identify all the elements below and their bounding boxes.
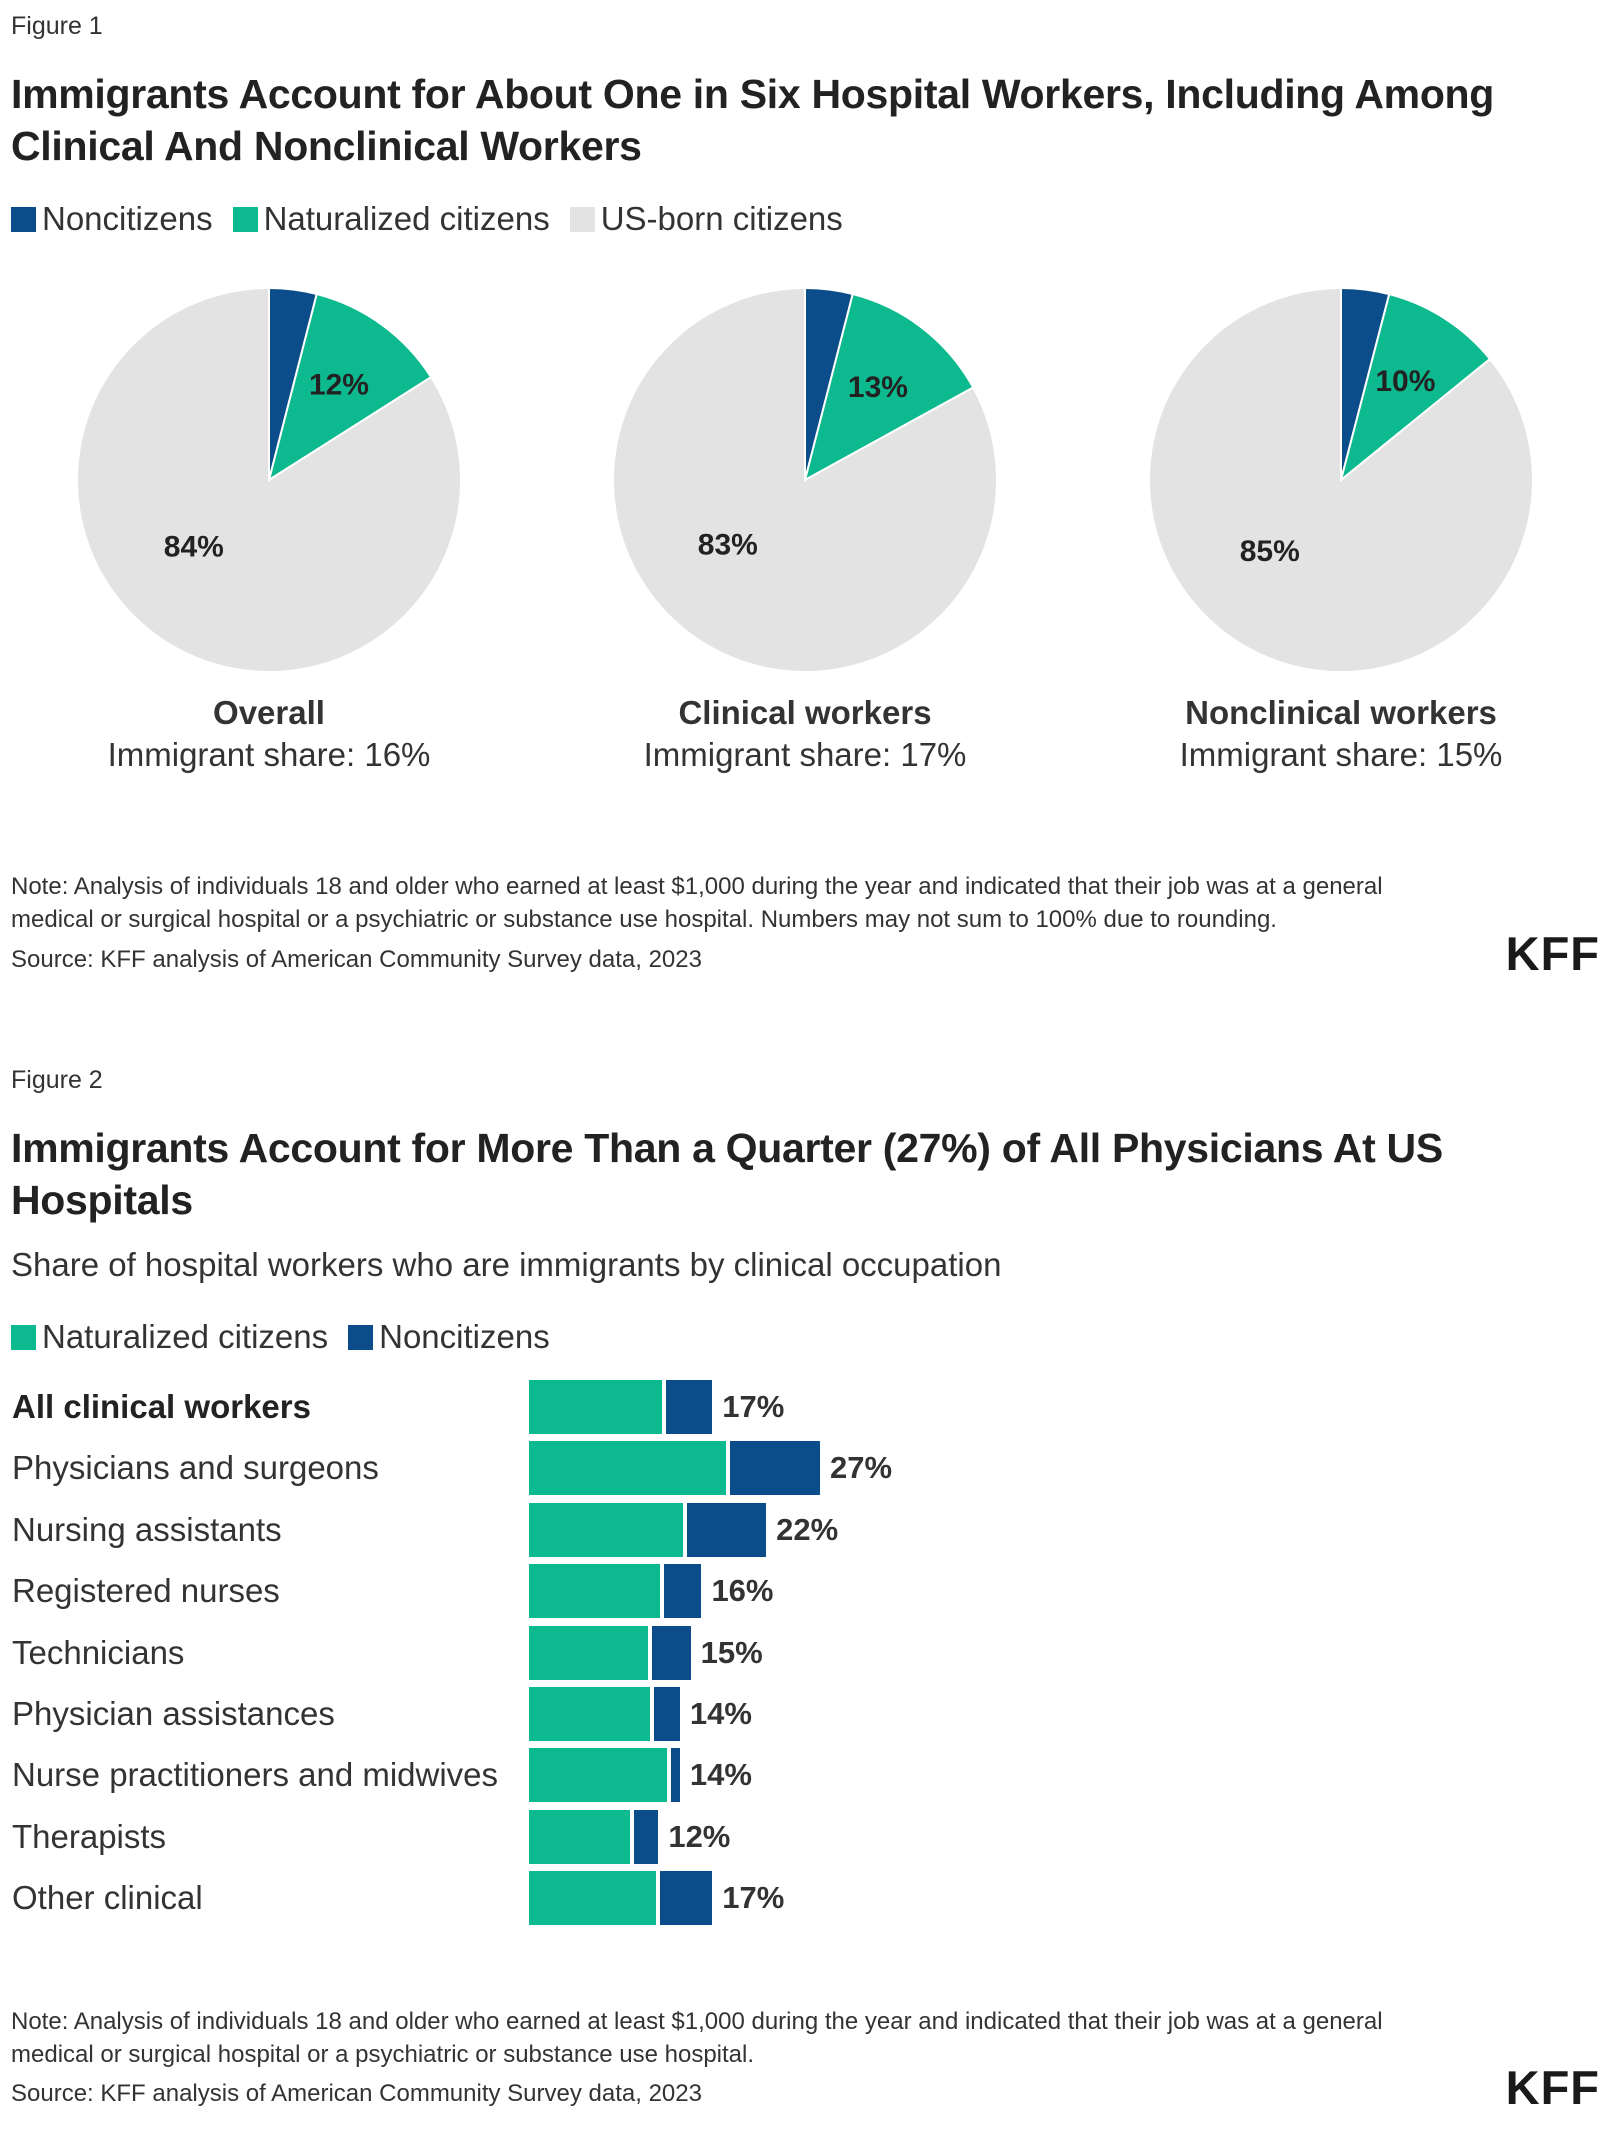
legend-label-us-born: US-born citizens: [600, 200, 843, 237]
pie-slice-naturalized: [267, 292, 433, 483]
legend-item-noncitizens: Noncitizens: [348, 1318, 550, 1356]
bar-total-label: 27%: [830, 1450, 893, 1486]
bar-segment-noncitizens: [660, 1871, 713, 1926]
bar-segment-naturalized: [529, 1564, 660, 1619]
legend-swatch-naturalized: [232, 206, 258, 232]
bar-segment-noncitizens: [651, 1625, 691, 1680]
bar-row: Registered nurses 16%: [0, 1564, 1620, 1619]
pie-data-label-naturalized: 13%: [848, 371, 908, 404]
bar-total-label: 12%: [668, 1818, 731, 1854]
bar-segment-naturalized: [529, 1625, 648, 1680]
bar-row: Nurse practitioners and midwives 14%: [0, 1748, 1620, 1803]
legend-swatch-naturalized: [11, 1324, 36, 1350]
legend-item-us-born: US-born citizens: [569, 200, 843, 238]
legend-label-naturalized: Naturalized citizens: [263, 200, 550, 237]
bar-segment-naturalized: [529, 1687, 650, 1741]
legend-item-noncitizens: Noncitizens: [11, 200, 213, 238]
figure-2-subtitle: Share of hospital workers who are immigr…: [11, 1246, 1002, 1283]
bar-segment-naturalized: [529, 1809, 631, 1864]
bar-category-label: Therapists: [12, 1817, 167, 1855]
legend-swatch-noncitizens: [348, 1324, 374, 1350]
figure-2-note: Note: Analysis of individuals 18 and old…: [11, 2008, 1383, 2068]
pie-slice-naturalized: [803, 292, 975, 482]
bar-total-label: 14%: [689, 1757, 752, 1793]
legend-swatch-noncitizens: [11, 206, 36, 232]
bar-segment-naturalized: [529, 1441, 727, 1496]
figure-1-source: Source: KFF analysis of American Communi…: [11, 946, 702, 973]
bar-segment-naturalized: [529, 1871, 657, 1926]
bar-category-label: Technicians: [12, 1633, 185, 1671]
bar-total-label: 17%: [722, 1880, 785, 1916]
bar-segment-naturalized: [529, 1380, 662, 1434]
bar-segment-noncitizens: [663, 1564, 702, 1619]
pie-slice-us-born: [1148, 286, 1534, 673]
bar-row: Nursing assistants 22%: [0, 1502, 1620, 1557]
pie-share-clinical: Immigrant share: 17%: [643, 736, 967, 773]
bar-category-label: Other clinical: [12, 1879, 203, 1917]
figure-2-label: Figure 2: [11, 1066, 103, 1094]
kff-logo: KFF: [1505, 927, 1600, 980]
pie-title-nonclinical: Nonclinical workers: [1185, 694, 1497, 731]
pie-charts: 12% 84% 13% 83% 10% 85%: [76, 286, 1534, 673]
pie-data-label-naturalized: 12%: [309, 369, 369, 402]
legend-swatch-us-born: [569, 206, 595, 232]
bar-segment-noncitizens: [730, 1441, 820, 1496]
bar-total-label: 16%: [711, 1573, 774, 1609]
bar-row: All clinical workers 17%: [0, 1380, 1620, 1434]
figure-1: Figure 1 Immigrants Account for About On…: [0, 0, 1620, 1000]
figure-2-source: Source: KFF analysis of American Communi…: [11, 2080, 702, 2107]
pie-data-label-us-born: 84%: [164, 531, 224, 564]
bar-total-label: 15%: [700, 1634, 763, 1670]
bar-row: Technicians 15%: [0, 1625, 1620, 1680]
figure-1-title: Immigrants Account for About One in Six …: [11, 71, 1495, 169]
bar-category-label: Registered nurses: [12, 1572, 280, 1610]
bar-total-label: 17%: [722, 1389, 785, 1424]
pie-data-label-us-born: 85%: [1240, 535, 1300, 568]
pie-slice-naturalized: [1339, 292, 1492, 483]
legend-label-naturalized: Naturalized citizens: [42, 1318, 329, 1355]
bar-row: Other clinical 17%: [0, 1871, 1620, 1926]
bar-chart: All clinical workers 17% Physicians and su…: [0, 1380, 1620, 1980]
pie-slice-us-born: [612, 286, 998, 673]
legend-label-noncitizens: Noncitizens: [42, 200, 213, 237]
bar-segment-noncitizens: [671, 1748, 680, 1803]
legend-item-naturalized: Naturalized citizens: [232, 200, 550, 238]
pie-title-clinical: Clinical workers: [678, 694, 932, 731]
pie-share-nonclinical: Immigrant share: 15%: [1179, 736, 1503, 773]
bar-row: Therapists 12%: [0, 1809, 1620, 1864]
pie-caption-nonclinical: Nonclinical workers Immigrant share: 15%: [1131, 692, 1551, 776]
bar-segment-noncitizens: [687, 1502, 767, 1557]
bar-total-label: 22%: [776, 1511, 839, 1547]
bar-category-label: Nursing assistants: [12, 1510, 282, 1548]
bar-segment-naturalized: [529, 1748, 668, 1803]
pie-share-overall: Immigrant share: 16%: [107, 736, 431, 773]
figure-1-legend: Noncitizens Naturalized citizens US-born…: [11, 200, 863, 238]
bar-total-label: 14%: [689, 1696, 752, 1731]
bar-category-label: Physicians and surgeons: [12, 1449, 379, 1487]
legend-item-naturalized: Naturalized citizens: [11, 1318, 328, 1356]
pie-caption-overall: Overall Immigrant share: 16%: [59, 692, 479, 776]
pie-slice-us-born: [76, 286, 462, 673]
pie-data-label-us-born: 83%: [698, 528, 758, 561]
figure-1-label: Figure 1: [11, 12, 103, 40]
bar-category-label: All clinical workers: [12, 1388, 311, 1425]
bar-category-label: Physician assistances: [12, 1695, 335, 1732]
figure-2: Figure 2 Immigrants Account for More Tha…: [0, 1050, 1620, 2140]
bar-row: Physician assistances 14%: [0, 1687, 1620, 1741]
kff-logo: KFF: [1505, 2061, 1600, 2114]
bar-segment-naturalized: [529, 1502, 684, 1557]
figure-2-legend: Naturalized citizens Noncitizens: [11, 1318, 570, 1356]
pie-data-label-naturalized: 10%: [1375, 365, 1435, 398]
pie-caption-clinical: Clinical workers Immigrant share: 17%: [595, 692, 1015, 776]
figure-1-note: Note: Analysis of individuals 18 and old…: [11, 873, 1383, 933]
bar-segment-noncitizens: [634, 1809, 659, 1864]
bar-row: Physicians and surgeons 27%: [0, 1441, 1620, 1496]
bar-segment-noncitizens: [653, 1687, 680, 1741]
legend-label-noncitizens: Noncitizens: [379, 1318, 550, 1355]
bar-segment-noncitizens: [665, 1380, 713, 1434]
bar-category-label: Nurse practitioners and midwives: [12, 1756, 499, 1794]
figure-2-title: Immigrants Account for More Than a Quart…: [11, 1125, 1443, 1223]
pie-title-overall: Overall: [213, 694, 325, 731]
